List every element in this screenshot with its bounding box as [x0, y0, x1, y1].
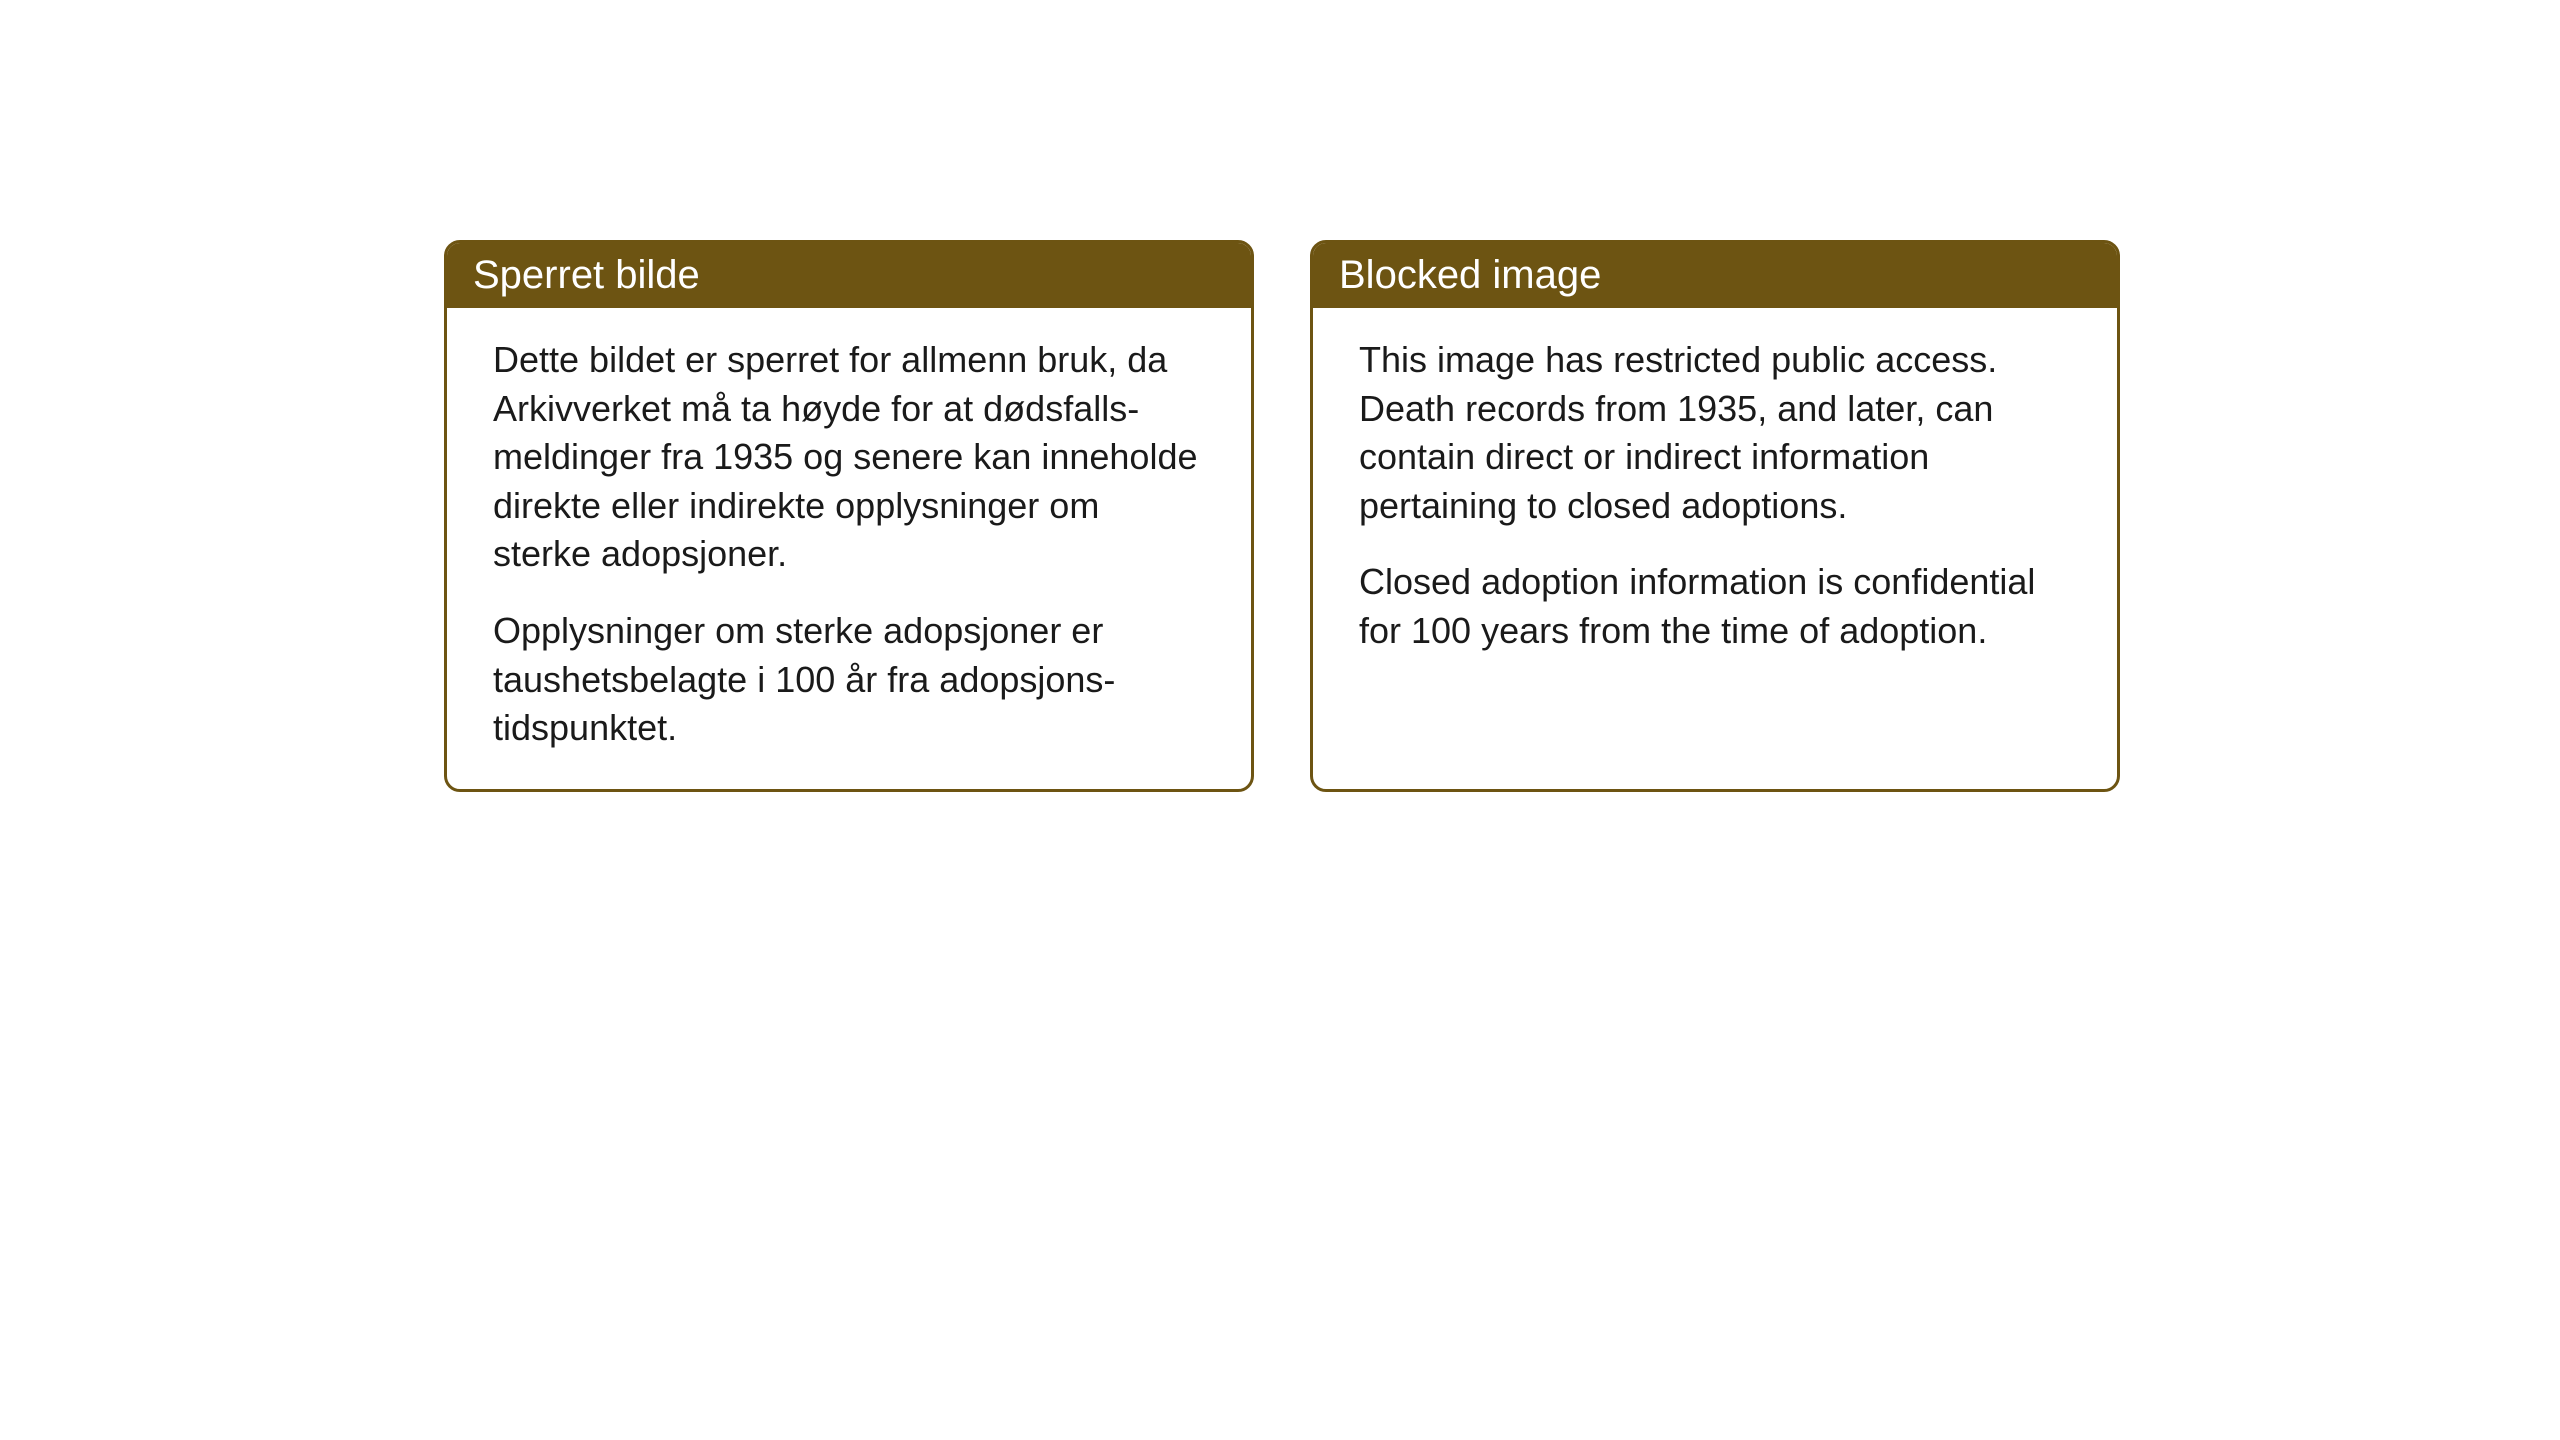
- card-english: Blocked image This image has restricted …: [1310, 240, 2120, 792]
- cards-container: Sperret bilde Dette bildet er sperret fo…: [444, 240, 2120, 792]
- card-norwegian: Sperret bilde Dette bildet er sperret fo…: [444, 240, 1254, 792]
- card-header-norwegian: Sperret bilde: [447, 243, 1251, 308]
- card-body-english: This image has restricted public access.…: [1313, 308, 2117, 692]
- card-paragraph-english-2: Closed adoption information is confident…: [1359, 558, 2071, 655]
- card-paragraph-norwegian-2: Opplysninger om sterke adopsjoner er tau…: [493, 607, 1205, 753]
- card-paragraph-english-1: This image has restricted public access.…: [1359, 336, 2071, 530]
- card-header-english: Blocked image: [1313, 243, 2117, 308]
- card-title-english: Blocked image: [1339, 253, 1601, 297]
- card-title-norwegian: Sperret bilde: [473, 253, 700, 297]
- card-body-norwegian: Dette bildet er sperret for allmenn bruk…: [447, 308, 1251, 789]
- card-paragraph-norwegian-1: Dette bildet er sperret for allmenn bruk…: [493, 336, 1205, 579]
